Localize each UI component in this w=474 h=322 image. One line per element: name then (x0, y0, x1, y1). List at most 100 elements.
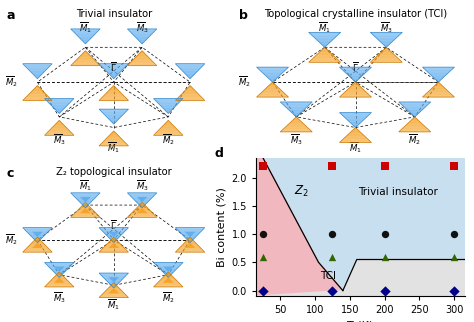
Polygon shape (103, 96, 125, 97)
Polygon shape (163, 277, 174, 278)
Polygon shape (346, 73, 365, 74)
Polygon shape (52, 270, 67, 271)
Polygon shape (99, 251, 128, 252)
Point (450, 288, 458, 293)
Polygon shape (76, 60, 95, 61)
Polygon shape (164, 275, 172, 276)
Polygon shape (55, 275, 63, 276)
Polygon shape (159, 104, 178, 105)
Polygon shape (183, 91, 197, 92)
Polygon shape (182, 235, 198, 236)
Polygon shape (425, 94, 452, 95)
Polygon shape (163, 267, 173, 272)
Polygon shape (292, 120, 300, 121)
Text: Trivial insulator: Trivial insulator (76, 9, 152, 19)
Polygon shape (35, 76, 40, 77)
Polygon shape (110, 75, 118, 76)
Polygon shape (109, 74, 118, 75)
Polygon shape (102, 67, 126, 68)
Point (450, 232, 458, 237)
Polygon shape (155, 134, 182, 135)
Polygon shape (348, 75, 363, 76)
Polygon shape (85, 207, 86, 208)
Polygon shape (374, 58, 398, 59)
Polygon shape (75, 212, 96, 213)
Point (450, 254, 458, 259)
Text: $\overline{M}_2$: $\overline{M}_2$ (162, 132, 175, 147)
Polygon shape (75, 33, 96, 34)
Polygon shape (295, 117, 297, 118)
Polygon shape (30, 92, 45, 93)
Polygon shape (355, 82, 356, 83)
Polygon shape (185, 232, 195, 237)
Polygon shape (354, 128, 357, 129)
Polygon shape (106, 289, 121, 290)
Polygon shape (165, 110, 171, 111)
Polygon shape (346, 135, 365, 136)
Polygon shape (339, 67, 372, 68)
Polygon shape (112, 241, 115, 242)
Polygon shape (24, 98, 51, 99)
Polygon shape (165, 274, 171, 275)
Polygon shape (350, 122, 361, 123)
Polygon shape (113, 287, 115, 288)
Polygon shape (108, 242, 119, 243)
Polygon shape (109, 73, 119, 74)
Polygon shape (106, 290, 122, 291)
Polygon shape (35, 87, 40, 88)
Polygon shape (112, 283, 115, 284)
Polygon shape (187, 88, 193, 89)
Polygon shape (109, 89, 118, 90)
Polygon shape (414, 116, 416, 117)
Text: a: a (7, 9, 16, 23)
Polygon shape (27, 232, 48, 233)
Polygon shape (109, 283, 119, 284)
Polygon shape (410, 112, 419, 113)
Polygon shape (154, 286, 183, 287)
Polygon shape (429, 74, 447, 75)
Polygon shape (33, 74, 42, 75)
Polygon shape (164, 109, 173, 110)
Polygon shape (105, 115, 123, 116)
Polygon shape (164, 124, 173, 125)
Polygon shape (401, 129, 428, 130)
Polygon shape (353, 125, 358, 126)
Polygon shape (130, 213, 154, 214)
Polygon shape (167, 121, 170, 122)
Polygon shape (84, 203, 87, 204)
Polygon shape (72, 64, 100, 65)
Polygon shape (256, 96, 289, 97)
Polygon shape (58, 113, 60, 114)
Polygon shape (102, 142, 126, 143)
Polygon shape (435, 79, 442, 80)
Polygon shape (256, 158, 465, 296)
Polygon shape (411, 120, 419, 121)
Polygon shape (72, 63, 99, 64)
Polygon shape (155, 264, 182, 265)
Polygon shape (346, 136, 365, 137)
Polygon shape (129, 194, 155, 195)
Polygon shape (103, 113, 125, 114)
Polygon shape (100, 229, 127, 230)
Polygon shape (349, 133, 362, 134)
Polygon shape (399, 102, 431, 103)
Text: $\overline{M}_1$: $\overline{M}_1$ (107, 140, 120, 155)
Polygon shape (103, 68, 124, 69)
Polygon shape (371, 33, 401, 34)
Polygon shape (429, 90, 448, 91)
Polygon shape (317, 40, 333, 41)
Polygon shape (46, 264, 73, 265)
Polygon shape (58, 272, 60, 273)
Polygon shape (106, 280, 121, 281)
Polygon shape (25, 66, 50, 67)
Polygon shape (262, 91, 283, 92)
Polygon shape (322, 49, 327, 50)
Polygon shape (432, 76, 445, 77)
Polygon shape (263, 73, 282, 74)
Polygon shape (50, 281, 69, 282)
Polygon shape (162, 278, 175, 279)
Polygon shape (78, 36, 93, 37)
Polygon shape (55, 109, 64, 110)
Polygon shape (34, 240, 41, 241)
Point (381, 164, 388, 169)
